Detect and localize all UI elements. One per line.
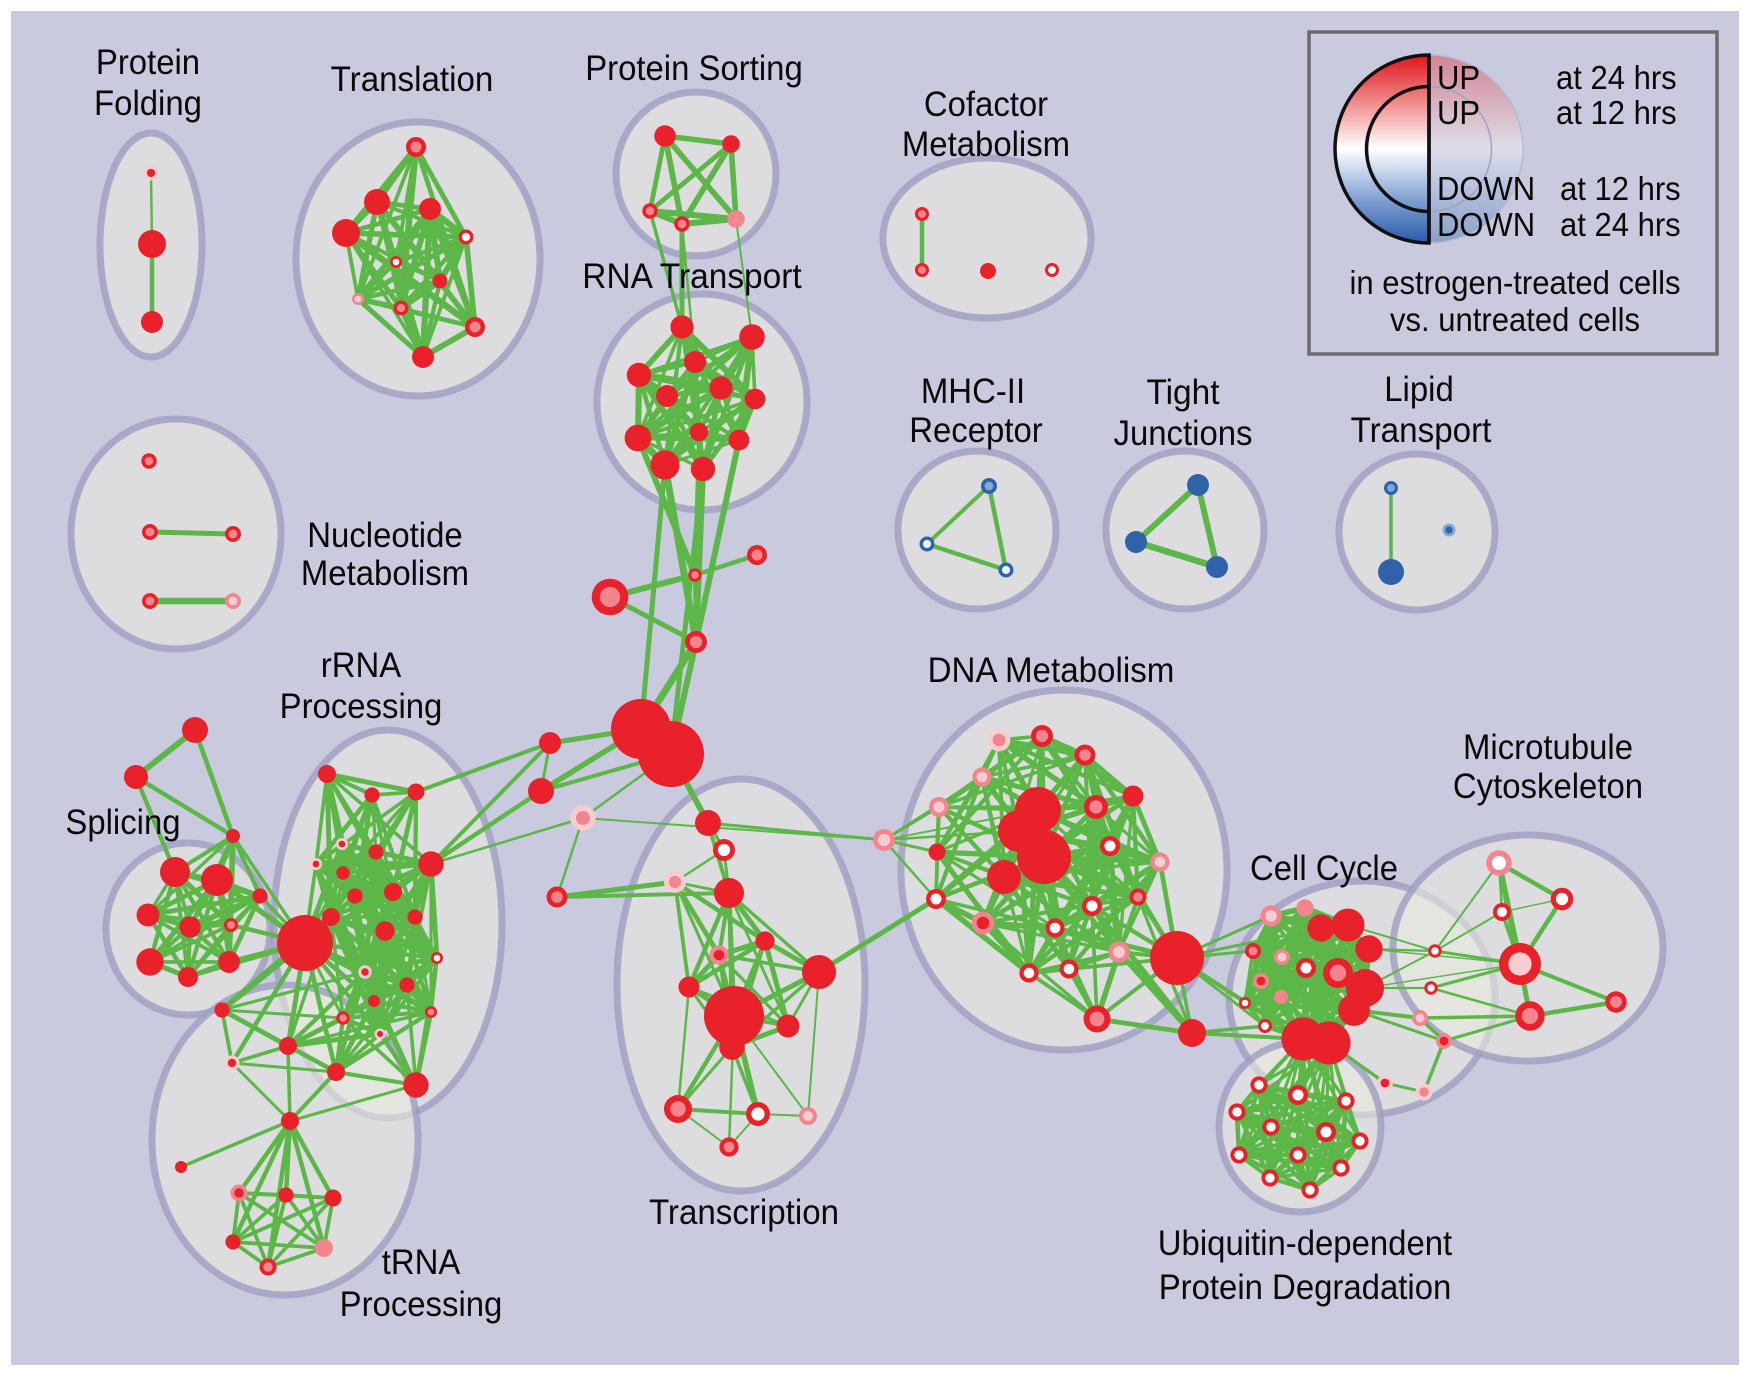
svg-text:Transcription: Transcription	[649, 1193, 839, 1232]
svg-text:Protein: Protein	[96, 43, 200, 82]
svg-text:MHC-II: MHC-II	[921, 372, 1025, 411]
svg-text:vs. untreated cells: vs. untreated cells	[1390, 301, 1640, 338]
svg-text:Cell Cycle: Cell Cycle	[1250, 849, 1398, 888]
svg-text:Metabolism: Metabolism	[301, 554, 469, 593]
svg-text:Metabolism: Metabolism	[902, 125, 1070, 164]
svg-text:Microtubule: Microtubule	[1463, 728, 1633, 767]
svg-text:at 24 hrs: at 24 hrs	[1556, 59, 1677, 96]
svg-text:Protein Degradation: Protein Degradation	[1159, 1268, 1452, 1307]
svg-text:in estrogen-treated cells: in estrogen-treated cells	[1350, 264, 1681, 301]
svg-text:Processing: Processing	[280, 687, 443, 726]
svg-text:Translation: Translation	[331, 60, 494, 99]
svg-text:Lipid: Lipid	[1384, 370, 1454, 409]
svg-text:at 24 hrs: at 24 hrs	[1560, 206, 1681, 243]
svg-text:Cytoskeleton: Cytoskeleton	[1453, 767, 1643, 806]
svg-text:Receptor: Receptor	[909, 411, 1043, 450]
svg-text:DOWN: DOWN	[1437, 170, 1535, 207]
svg-text:Ubiquitin-dependent: Ubiquitin-dependent	[1158, 1224, 1453, 1263]
svg-text:tRNA: tRNA	[382, 1243, 461, 1282]
svg-text:Tight: Tight	[1146, 373, 1219, 412]
svg-text:Transport: Transport	[1351, 411, 1492, 450]
svg-text:at 12 hrs: at 12 hrs	[1556, 94, 1677, 131]
svg-text:Cofactor: Cofactor	[924, 85, 1049, 124]
svg-text:Junctions: Junctions	[1114, 414, 1253, 453]
svg-text:rRNA: rRNA	[321, 646, 402, 685]
svg-text:Processing: Processing	[340, 1285, 503, 1324]
svg-text:UP: UP	[1437, 59, 1480, 96]
svg-text:DOWN: DOWN	[1437, 206, 1535, 243]
svg-text:Folding: Folding	[94, 84, 202, 123]
svg-text:Splicing: Splicing	[65, 803, 180, 842]
svg-text:UP: UP	[1437, 94, 1480, 131]
svg-text:at 12 hrs: at 12 hrs	[1560, 170, 1681, 207]
svg-text:RNA Transport: RNA Transport	[582, 257, 802, 296]
svg-text:Protein Sorting: Protein Sorting	[585, 49, 803, 88]
svg-text:Nucleotide: Nucleotide	[307, 516, 462, 555]
svg-text:DNA Metabolism: DNA Metabolism	[928, 651, 1175, 690]
